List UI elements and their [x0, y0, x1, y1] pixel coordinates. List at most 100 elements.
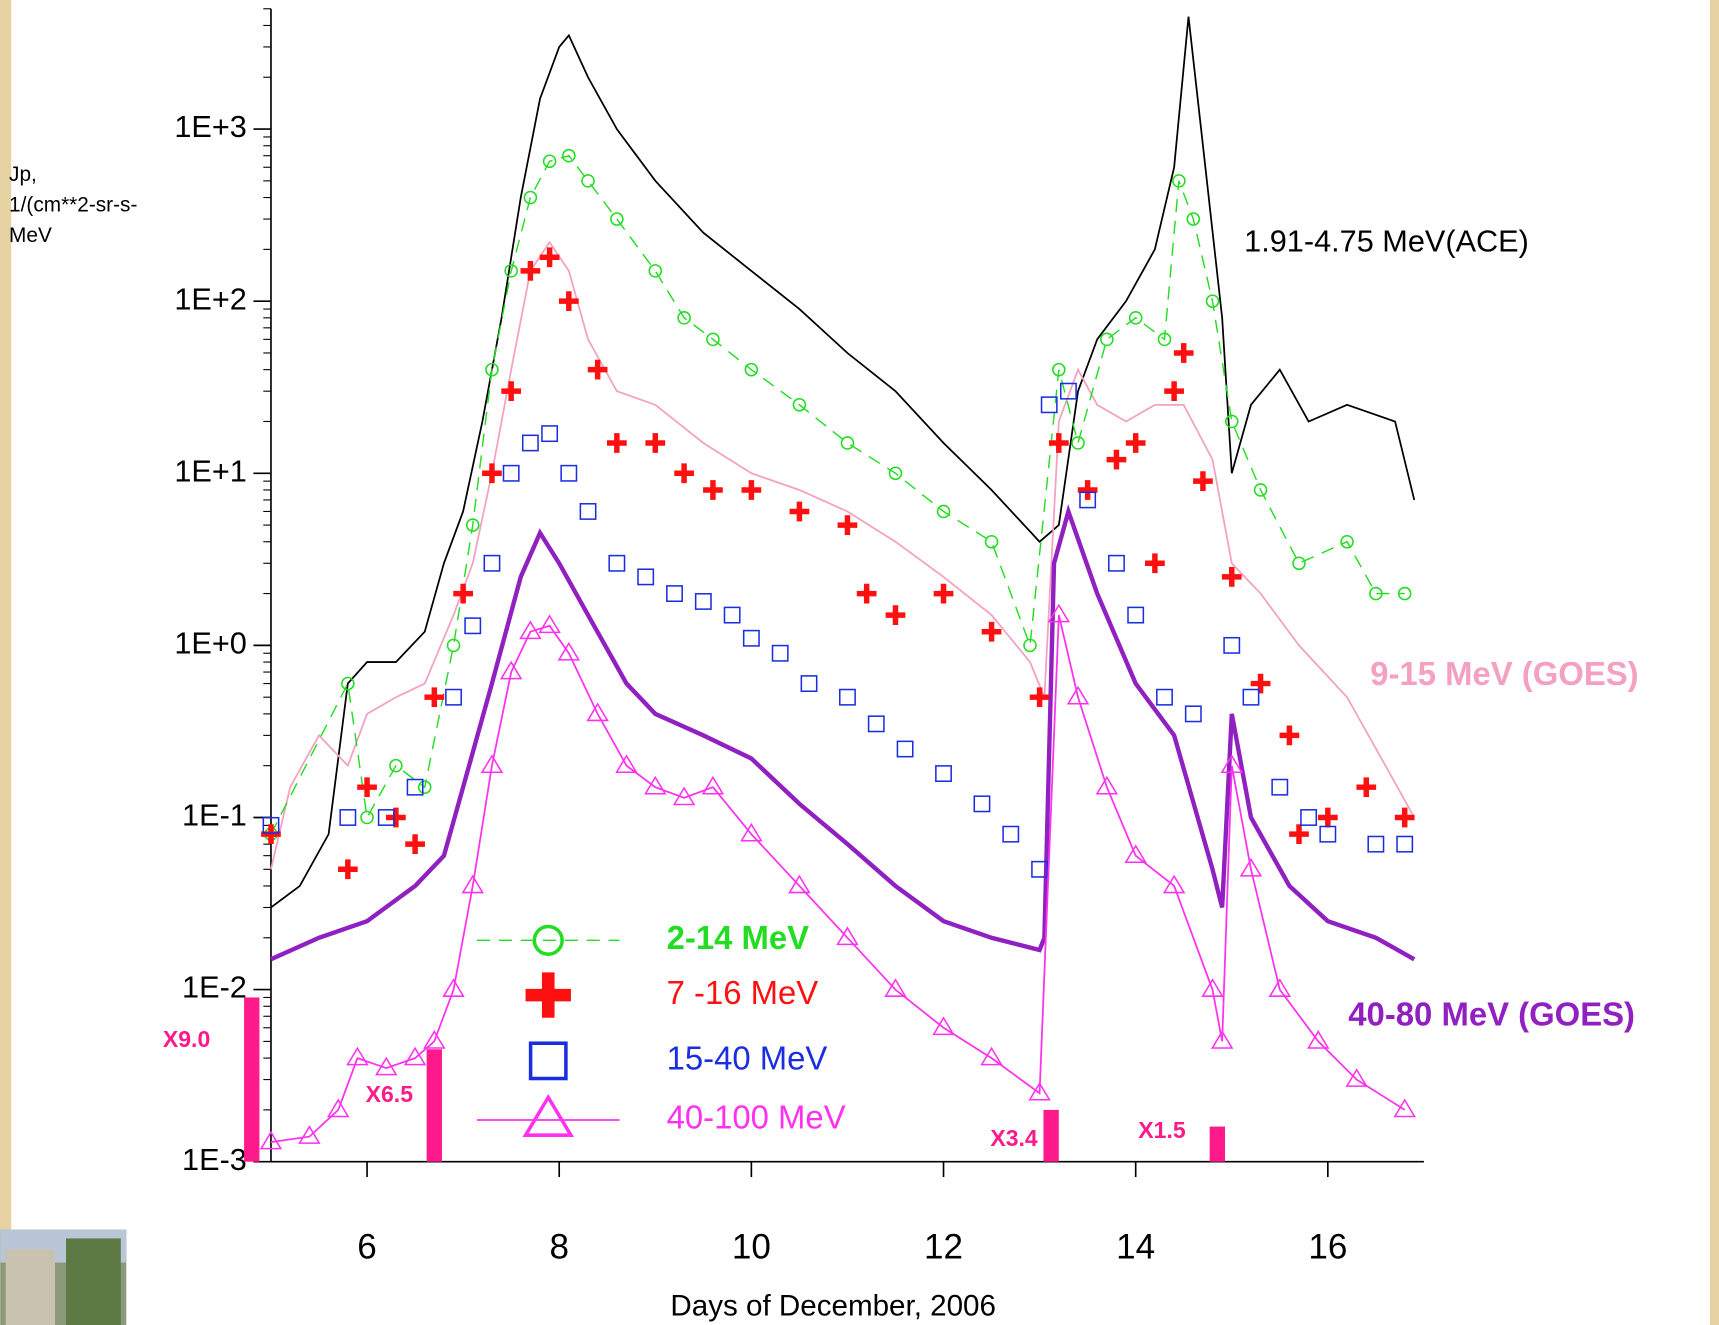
point	[884, 978, 907, 997]
point	[424, 687, 445, 708]
point	[1095, 775, 1119, 795]
point	[542, 154, 557, 169]
point	[560, 464, 578, 482]
series-label: 40-80 MeV (GOES)	[1348, 996, 1635, 1033]
point	[538, 614, 561, 634]
y-tick-label: 1E+0	[174, 625, 247, 660]
x-tick-label: 6	[357, 1228, 377, 1267]
point	[741, 480, 762, 500]
point	[341, 676, 355, 691]
series	[270, 16, 1416, 909]
series	[261, 247, 1415, 880]
flare-bar	[426, 1049, 442, 1162]
point	[608, 554, 626, 572]
point	[896, 740, 914, 758]
point	[935, 765, 952, 782]
point	[744, 362, 759, 377]
x-tick-label: 12	[924, 1228, 963, 1267]
point	[360, 810, 374, 825]
point	[666, 585, 683, 603]
legend-marker	[522, 1093, 575, 1137]
point	[465, 518, 480, 532]
point	[523, 190, 538, 205]
flare-bar	[1043, 1109, 1059, 1162]
point	[442, 978, 465, 997]
point	[1307, 1030, 1330, 1049]
point	[557, 641, 581, 661]
point	[1128, 311, 1143, 325]
point	[1173, 343, 1194, 363]
series-label: 9-15 MeV (GOES)	[1370, 655, 1638, 692]
point	[357, 777, 377, 798]
point	[723, 606, 741, 624]
point	[261, 824, 281, 845]
point	[610, 212, 624, 226]
legend-label: 15-40 MeV	[667, 1040, 828, 1077]
point	[674, 463, 694, 484]
point	[888, 466, 903, 481]
point	[1059, 382, 1077, 400]
series-line	[270, 16, 1416, 909]
point	[406, 778, 424, 796]
point	[1300, 809, 1318, 826]
point	[1193, 471, 1213, 492]
point	[1023, 638, 1037, 653]
series	[262, 382, 1414, 878]
point	[1268, 978, 1292, 997]
y-tick-label: 1E+3	[174, 109, 247, 144]
point	[520, 261, 541, 281]
point	[706, 332, 720, 347]
series-line	[270, 154, 1405, 835]
point	[485, 362, 499, 377]
point	[1396, 835, 1414, 853]
y-tick-label: 1E+1	[174, 453, 247, 488]
point	[867, 715, 885, 733]
point	[386, 807, 406, 828]
point	[788, 874, 811, 894]
point	[1048, 433, 1069, 453]
point	[579, 503, 597, 520]
legend-label: 7 -16 MeV	[667, 974, 819, 1011]
point	[262, 816, 280, 834]
point	[933, 583, 954, 604]
y-tick-label: 1E-1	[182, 798, 247, 833]
point	[836, 926, 859, 946]
series-label: 1.91-4.75 MeV(ACE)	[1244, 223, 1529, 258]
point	[461, 874, 484, 894]
series-line	[270, 240, 1416, 870]
series	[270, 240, 1416, 870]
point	[1317, 807, 1338, 828]
point	[677, 311, 691, 325]
point	[1340, 534, 1354, 549]
point	[984, 534, 999, 549]
point	[1066, 685, 1090, 705]
point	[615, 754, 638, 774]
point	[637, 568, 655, 586]
point	[346, 1046, 369, 1066]
point	[694, 593, 712, 610]
flare-label: X1.5	[1138, 1117, 1186, 1143]
point	[482, 463, 502, 484]
point	[932, 1016, 955, 1036]
point	[1162, 874, 1186, 894]
flare-label: X9.0	[163, 1026, 210, 1052]
point	[1145, 553, 1165, 574]
legend-label: 2-14 MeV	[667, 919, 810, 956]
x-tick-label: 16	[1308, 1228, 1347, 1267]
point	[1124, 844, 1147, 864]
point	[339, 809, 357, 826]
point	[403, 1046, 427, 1066]
x-tick-label: 14	[1116, 1228, 1155, 1267]
point	[480, 754, 504, 774]
flare-bar	[244, 997, 260, 1162]
point	[1394, 807, 1415, 828]
point	[501, 381, 522, 402]
point	[936, 504, 951, 519]
series-line	[270, 614, 1406, 1143]
point	[1393, 1098, 1416, 1118]
point	[298, 1125, 321, 1144]
point	[1108, 554, 1125, 572]
chart-background	[11, 0, 1710, 1325]
point	[980, 1046, 1003, 1066]
